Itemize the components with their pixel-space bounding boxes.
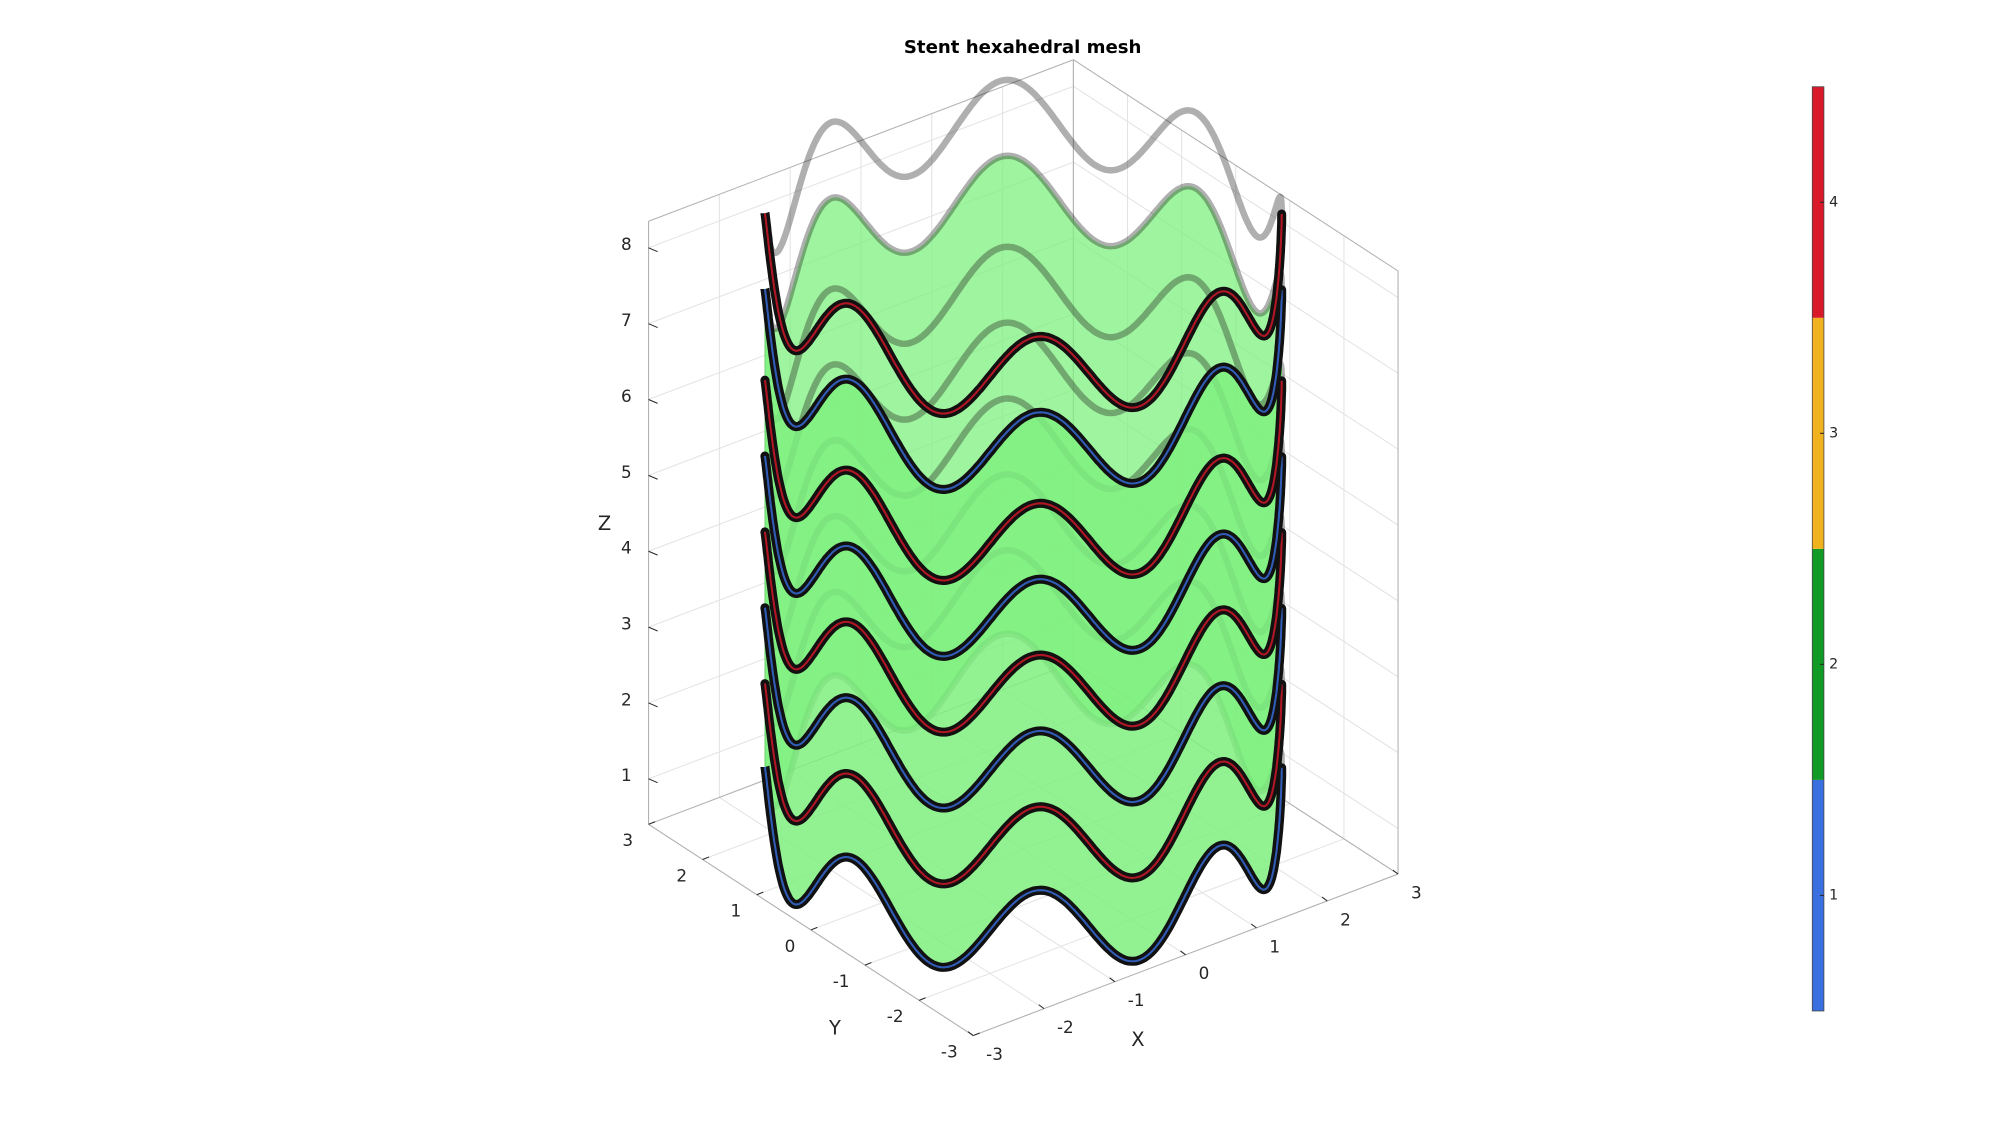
y-tick: [864, 962, 872, 966]
stent-ring-edge: [763, 766, 1283, 969]
stent-ring-edge: [763, 683, 1283, 885]
x-tick-label: 1: [1269, 936, 1280, 956]
x-tick: [1321, 896, 1328, 902]
z-tick: [648, 474, 658, 480]
colorbar-segment: [1812, 779, 1824, 1011]
z-tick: [648, 626, 658, 632]
y-tick-label: 3: [622, 830, 633, 850]
z-tick: [648, 550, 658, 556]
x-tick-label: 3: [1411, 882, 1422, 902]
x-tick-label: 0: [1199, 963, 1210, 983]
x-tick: [967, 1031, 974, 1036]
z-tick-label: 1: [621, 765, 632, 785]
stent-ring-edge: [763, 607, 1283, 810]
axis-box: [648, 59, 1074, 222]
colorbar-segment: [1812, 86, 1824, 318]
z-tick-label: 6: [621, 386, 632, 406]
z-tick-label: 4: [621, 538, 632, 558]
x-tick: [1392, 869, 1399, 875]
colorbar-segment: [1812, 548, 1824, 780]
x-tick-label: -2: [1057, 1017, 1074, 1037]
z-tick-label: 8: [621, 234, 632, 254]
chart-title: Stent hexahedral mesh: [904, 37, 1142, 58]
y-tick: [756, 891, 764, 896]
y-tick: [973, 1032, 980, 1037]
z-tick-label: 7: [621, 310, 632, 330]
x-tick-label: 2: [1340, 909, 1351, 929]
y-tick: [810, 926, 818, 931]
colorbar-tick-label: 1: [1829, 887, 1838, 903]
y-tick-label: 1: [731, 901, 742, 921]
x-tick: [1180, 950, 1186, 956]
colorbar-tick-label: 3: [1829, 425, 1838, 441]
y-tick: [918, 997, 926, 1001]
z-tick-label: 2: [621, 689, 632, 709]
z-tick: [648, 323, 658, 329]
x-tick-label: -3: [986, 1044, 1003, 1064]
colorbar-tick-label: 2: [1829, 656, 1838, 672]
colorbar-tick-label: 4: [1829, 194, 1838, 210]
stent-ring-edge: [763, 288, 1283, 491]
x-tick-label: -1: [1128, 990, 1145, 1010]
y-tick: [648, 821, 656, 825]
colorbar-frame: [1811, 86, 1825, 1012]
stent-ring-edge: [763, 531, 1283, 734]
x-tick: [1109, 977, 1116, 983]
colorbar-segment: [1812, 317, 1824, 549]
y-tick-label: -2: [887, 1006, 904, 1026]
z-tick: [648, 247, 658, 253]
x-tick: [1250, 923, 1257, 929]
x-tick: [1038, 1004, 1045, 1010]
z-tick: [648, 702, 658, 708]
z-axis-label: Z: [598, 512, 611, 535]
y-tick-label: 2: [676, 865, 687, 885]
stent-ring-edge: [763, 379, 1283, 582]
z-tick: [648, 778, 658, 784]
y-tick-label: -1: [833, 971, 850, 991]
stent-ring-edge: [763, 455, 1283, 658]
y-tick-label: -3: [941, 1041, 958, 1061]
y-tick-label: 0: [785, 936, 796, 956]
axis-box: [1073, 59, 1399, 272]
stent-ring-back: [761, 76, 1285, 257]
z-tick-label: 3: [621, 613, 632, 633]
stent-ring-edge: [763, 212, 1283, 415]
y-tick: [702, 856, 710, 861]
x-axis-label: X: [1131, 1028, 1144, 1051]
y-axis-label: Y: [828, 1017, 841, 1040]
z-tick-label: 5: [621, 462, 632, 482]
z-tick: [648, 399, 658, 404]
